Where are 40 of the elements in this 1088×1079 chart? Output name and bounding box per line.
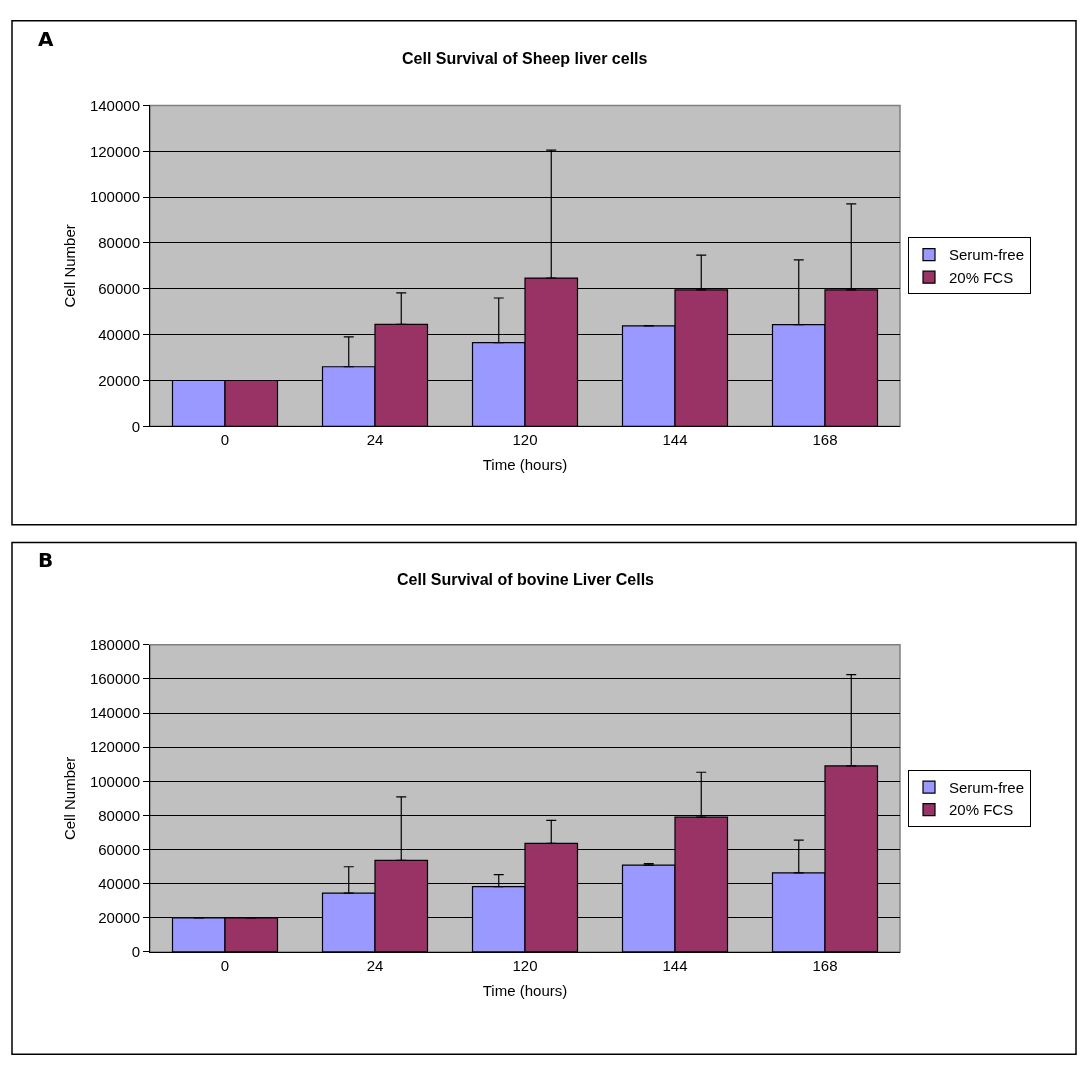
y-tick-label: 120000 xyxy=(89,738,140,756)
y-tick-label: 120000 xyxy=(89,142,140,160)
x-tick-label: 24 xyxy=(366,956,384,974)
y-tick-label: 0 xyxy=(131,417,140,435)
x-tick-label: 144 xyxy=(662,431,688,449)
y-tick-label: 20000 xyxy=(98,371,140,389)
y-tick-label: 100000 xyxy=(89,188,140,206)
y-tick-label: 60000 xyxy=(98,280,140,298)
y-tick-label: 160000 xyxy=(89,670,140,688)
x-axis-title: Time (hours) xyxy=(482,981,568,999)
chart-title: Cell Survival of Sheep liver cells xyxy=(402,50,648,67)
y-tick-label: 80000 xyxy=(98,234,140,252)
y-tick-label: 40000 xyxy=(98,325,140,343)
legend-label: 20% FCS xyxy=(949,268,1014,286)
y-tick-label: 100000 xyxy=(89,772,140,790)
x-tick-label: 0 xyxy=(220,431,230,449)
legend-label: Serum-free xyxy=(949,246,1025,264)
text: A xyxy=(38,27,54,51)
x-tick-label: 24 xyxy=(366,431,384,449)
y-tick-label: 140000 xyxy=(89,704,140,722)
chart-title: Cell Survival of bovine Liver Cells xyxy=(397,571,655,588)
y-tick-label: 40000 xyxy=(98,874,140,892)
x-tick-label: 0 xyxy=(220,956,230,974)
x-tick-label: 144 xyxy=(662,956,688,974)
x-axis-title: Time (hours) xyxy=(482,456,568,474)
y-tick-label: 60000 xyxy=(98,840,140,858)
y-tick-label: 80000 xyxy=(98,806,140,824)
y-tick-label: 180000 xyxy=(89,636,140,654)
y-axis-title: Cell Number xyxy=(61,224,79,308)
x-tick-label: 120 xyxy=(512,956,538,974)
y-tick-label: 20000 xyxy=(98,909,140,927)
x-tick-label: 168 xyxy=(812,431,838,449)
x-tick-label: 168 xyxy=(812,956,838,974)
text: B xyxy=(38,548,54,572)
y-axis-title: Cell Number xyxy=(61,756,79,841)
y-tick-label: 0 xyxy=(131,943,140,961)
x-tick-label: 120 xyxy=(512,431,538,449)
legend-label: 20% FCS xyxy=(949,801,1014,819)
legend-label: Serum-free xyxy=(949,778,1025,796)
y-tick-label: 140000 xyxy=(89,96,140,114)
